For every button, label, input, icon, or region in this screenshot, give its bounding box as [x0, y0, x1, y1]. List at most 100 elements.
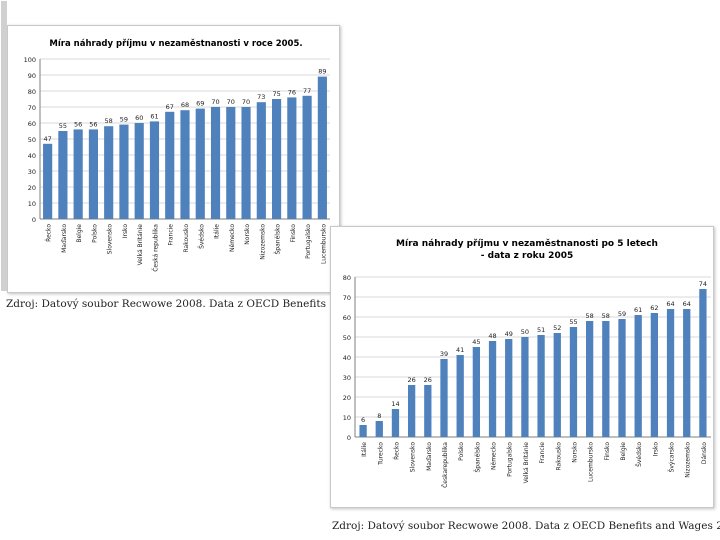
source-caption-second: Zdroj: Datový soubor Recwowe 2008. Data …: [332, 520, 720, 532]
data-label: 62: [650, 304, 658, 312]
data-label: 70: [242, 98, 250, 106]
bar: [634, 315, 642, 437]
category-label: Finsko: [290, 224, 297, 243]
category-label: Slovensko: [107, 224, 114, 255]
bar: [88, 129, 98, 219]
category-label: Portugalsko: [305, 224, 312, 259]
data-label: 26: [407, 376, 415, 384]
category-label: Irsko: [122, 224, 129, 239]
chart-title: Míra náhrady příjmu v nezaměstnanosti v …: [49, 38, 302, 49]
data-label: 68: [181, 101, 189, 109]
chart-subtitle: - data z roku 2005: [481, 251, 573, 261]
bar-chart-2005: Míra náhrady příjmu v nezaměstnanosti v …: [24, 38, 330, 272]
data-label: 49: [505, 330, 513, 338]
source-caption-first: Zdroj: Datový soubor Recwowe 2008. Data …: [6, 298, 326, 310]
y-tick-label: 40: [343, 354, 351, 362]
category-label: Řecko: [45, 224, 53, 242]
y-tick-label: 0: [347, 434, 351, 442]
category-label: Norsko: [244, 224, 251, 245]
category-label: Finsko: [604, 442, 611, 461]
y-tick-label: 20: [343, 394, 351, 402]
data-label: 77: [303, 87, 311, 95]
category-label: Norsko: [571, 442, 578, 463]
bar: [317, 76, 327, 219]
category-label: Nizozemsko: [685, 442, 692, 478]
bar: [602, 321, 610, 437]
y-tick-label: 60: [28, 120, 36, 128]
data-label: 73: [257, 93, 265, 101]
bar: [302, 95, 312, 219]
bar: [440, 359, 448, 437]
category-label: Slovensko: [410, 442, 417, 473]
data-label: 70: [211, 98, 219, 106]
data-label: 14: [391, 400, 399, 408]
category-label: Belgie: [620, 442, 627, 461]
bar: [104, 126, 114, 219]
data-label: 75: [272, 90, 280, 98]
data-label: 59: [120, 116, 128, 124]
bar-chart-5-years: Míra náhrady příjmu v nezaměstnanosti po…: [343, 238, 711, 488]
category-label: Itálie: [361, 442, 368, 457]
category-label: Německo: [491, 442, 498, 470]
bar: [424, 385, 432, 437]
y-tick-label: 90: [28, 72, 36, 80]
bar: [683, 309, 691, 437]
data-label: 48: [488, 332, 496, 340]
bar: [537, 335, 545, 437]
category-label: Francie: [539, 442, 546, 464]
category-label: Českarepublika: [442, 442, 449, 488]
bar: [699, 289, 707, 437]
category-label: Rakousko: [183, 224, 190, 253]
data-label: 76: [288, 88, 296, 96]
y-tick-label: 70: [343, 294, 351, 302]
category-label: Švédsko: [198, 224, 205, 249]
y-tick-label: 50: [343, 334, 351, 342]
side-divider: [1, 1, 7, 291]
y-tick-label: 10: [343, 414, 351, 422]
y-tick-label: 80: [28, 88, 36, 96]
category-label: Švýcarsko: [669, 442, 676, 473]
category-label: Polsko: [458, 442, 465, 461]
category-label: Belgie: [76, 224, 83, 243]
data-label: 70: [227, 98, 235, 106]
data-label: 89: [318, 68, 326, 76]
category-label: Dánsko: [701, 442, 708, 464]
category-label: Velká Británie: [137, 224, 144, 266]
data-label: 58: [602, 312, 610, 320]
bar: [195, 108, 205, 219]
category-label: Irsko: [652, 442, 659, 457]
y-tick-label: 20: [28, 184, 36, 192]
data-label: 61: [634, 306, 642, 314]
data-label: 56: [89, 120, 97, 128]
bar: [210, 107, 221, 219]
category-label: Česká republika: [152, 224, 159, 272]
category-label: Španělsko: [275, 224, 282, 255]
bar: [180, 110, 190, 219]
data-label: 58: [105, 117, 113, 125]
bar: [119, 124, 129, 219]
category-label: Polsko: [91, 224, 98, 243]
data-label: 6: [361, 416, 365, 424]
bar: [272, 99, 282, 219]
bar: [375, 421, 383, 437]
y-tick-label: 30: [28, 168, 36, 176]
data-label: 8: [377, 412, 381, 420]
bar: [165, 111, 175, 219]
data-label: 39: [440, 350, 448, 358]
bar: [226, 107, 236, 219]
bar: [149, 121, 160, 219]
data-label: 47: [43, 135, 51, 143]
bar: [666, 309, 675, 437]
y-tick-label: 40: [28, 152, 36, 160]
category-label: Maďarsko: [426, 442, 433, 471]
y-tick-label: 60: [343, 314, 351, 322]
data-label: 52: [553, 324, 561, 332]
y-tick-label: 10: [28, 200, 36, 208]
chart-panel-replacement-rate-2005: Míra náhrady příjmu v nezaměstnanosti v …: [1, 1, 340, 293]
data-label: 41: [456, 346, 464, 354]
category-label: Portugalsko: [507, 442, 514, 477]
category-label: Turecko: [377, 442, 384, 466]
y-tick-label: 30: [343, 374, 351, 382]
data-label: 45: [472, 338, 480, 346]
bar: [241, 107, 251, 219]
